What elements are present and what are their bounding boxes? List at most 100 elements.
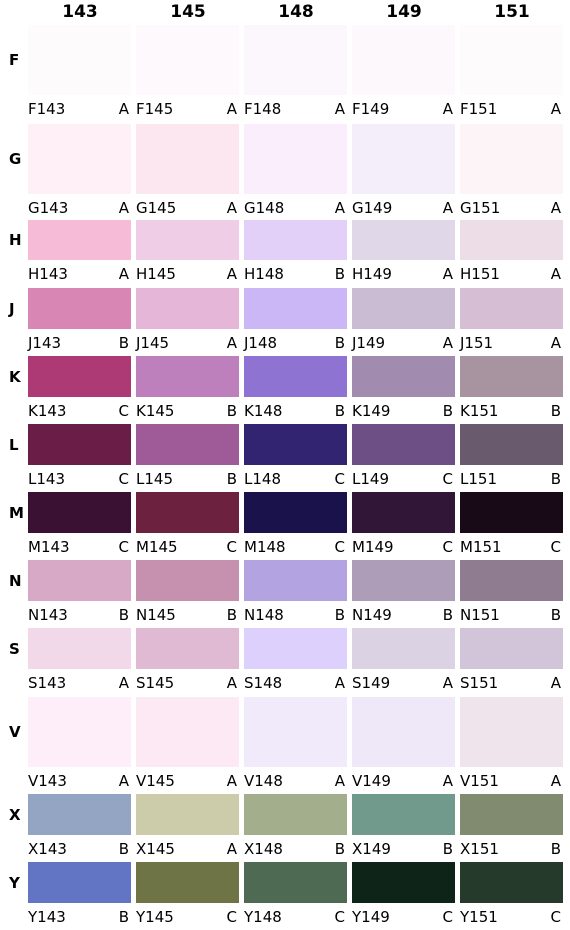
color-swatch bbox=[244, 124, 347, 194]
swatch-grade: A bbox=[226, 840, 237, 858]
row-header: S bbox=[9, 639, 20, 658]
swatch-grade: A bbox=[550, 265, 561, 283]
swatch-code: V148 bbox=[244, 772, 283, 790]
swatch-code: F149 bbox=[352, 100, 390, 118]
swatch-code: Y148 bbox=[244, 908, 282, 926]
swatch-grade: A bbox=[442, 199, 453, 217]
swatch-grade: C bbox=[442, 908, 453, 926]
column-header: 149 bbox=[386, 2, 422, 22]
swatch-grade: A bbox=[334, 100, 345, 118]
swatch-grade: B bbox=[226, 402, 237, 420]
color-swatch bbox=[352, 492, 455, 533]
swatch-grade: B bbox=[118, 840, 129, 858]
color-swatch bbox=[28, 124, 131, 194]
color-swatch bbox=[460, 628, 563, 669]
color-swatch bbox=[136, 697, 239, 767]
row-header: F bbox=[9, 51, 20, 69]
color-swatch bbox=[28, 628, 131, 669]
color-swatch bbox=[352, 356, 455, 397]
swatch-code: J149 bbox=[352, 334, 386, 352]
swatch-grade: A bbox=[226, 772, 237, 790]
swatch-code: V151 bbox=[460, 772, 499, 790]
swatch-grade: A bbox=[226, 334, 237, 352]
color-swatch bbox=[244, 560, 347, 601]
swatch-code: V149 bbox=[352, 772, 391, 790]
swatch-code: G149 bbox=[352, 199, 393, 217]
swatch-grade: C bbox=[118, 470, 129, 488]
swatch-grade: B bbox=[334, 606, 345, 624]
swatch-code: X148 bbox=[244, 840, 283, 858]
color-swatch bbox=[460, 794, 563, 835]
swatch-code: Y145 bbox=[136, 908, 174, 926]
swatch-grade: B bbox=[334, 402, 345, 420]
swatch-code: H145 bbox=[136, 265, 176, 283]
swatch-code: M145 bbox=[136, 538, 178, 556]
column-header: 145 bbox=[170, 2, 206, 22]
swatch-grade: B bbox=[442, 606, 453, 624]
swatch-code: J145 bbox=[136, 334, 170, 352]
color-swatch bbox=[244, 288, 347, 329]
column-header: 148 bbox=[278, 2, 314, 22]
color-swatch bbox=[460, 862, 563, 903]
color-swatch bbox=[352, 124, 455, 194]
swatch-code: Y149 bbox=[352, 908, 390, 926]
swatch-code: H148 bbox=[244, 265, 284, 283]
swatch-code: K148 bbox=[244, 402, 283, 420]
swatch-grade: B bbox=[442, 840, 453, 858]
color-swatch bbox=[136, 628, 239, 669]
color-swatch bbox=[460, 492, 563, 533]
color-swatch bbox=[352, 288, 455, 329]
swatch-grade: A bbox=[226, 100, 237, 118]
color-swatch bbox=[136, 560, 239, 601]
row-header: X bbox=[9, 805, 21, 824]
swatch-code: K149 bbox=[352, 402, 391, 420]
color-swatch bbox=[460, 356, 563, 397]
swatch-grade: B bbox=[550, 606, 561, 624]
color-swatch bbox=[244, 220, 347, 260]
color-swatch bbox=[28, 862, 131, 903]
swatch-grade: B bbox=[118, 606, 129, 624]
swatch-grade: B bbox=[118, 334, 129, 352]
row-header: Y bbox=[9, 873, 20, 892]
swatch-code: G143 bbox=[28, 199, 69, 217]
color-swatch bbox=[136, 25, 239, 95]
color-swatch bbox=[28, 424, 131, 465]
color-swatch bbox=[460, 424, 563, 465]
column-header: 151 bbox=[494, 2, 530, 22]
swatch-grade: C bbox=[118, 402, 129, 420]
swatch-grade: B bbox=[550, 470, 561, 488]
color-swatch bbox=[28, 356, 131, 397]
color-swatch bbox=[244, 628, 347, 669]
swatch-grade: A bbox=[118, 772, 129, 790]
swatch-code: N143 bbox=[28, 606, 68, 624]
swatch-code: H149 bbox=[352, 265, 392, 283]
swatch-code: J148 bbox=[244, 334, 278, 352]
swatch-code: F145 bbox=[136, 100, 174, 118]
color-swatch bbox=[352, 220, 455, 260]
swatch-code: G151 bbox=[460, 199, 501, 217]
swatch-grade: B bbox=[226, 606, 237, 624]
color-swatch bbox=[352, 560, 455, 601]
swatch-grade: A bbox=[118, 265, 129, 283]
swatch-grade: C bbox=[334, 908, 345, 926]
color-swatch bbox=[244, 492, 347, 533]
swatch-code: G145 bbox=[136, 199, 177, 217]
swatch-grade: A bbox=[442, 100, 453, 118]
row-header: G bbox=[9, 150, 22, 168]
swatch-grade: A bbox=[442, 334, 453, 352]
swatch-grade: C bbox=[442, 538, 453, 556]
swatch-code: J151 bbox=[460, 334, 494, 352]
color-swatch bbox=[244, 25, 347, 95]
color-swatch bbox=[460, 25, 563, 95]
color-swatch bbox=[352, 862, 455, 903]
row-header: K bbox=[9, 367, 21, 386]
swatch-grade: A bbox=[118, 199, 129, 217]
swatch-grade: C bbox=[550, 538, 561, 556]
swatch-code: Y143 bbox=[28, 908, 66, 926]
row-header: V bbox=[9, 723, 21, 741]
color-swatch bbox=[460, 288, 563, 329]
color-swatch bbox=[136, 288, 239, 329]
swatch-code: N149 bbox=[352, 606, 392, 624]
color-swatch bbox=[352, 25, 455, 95]
swatch-code: Y151 bbox=[460, 908, 498, 926]
